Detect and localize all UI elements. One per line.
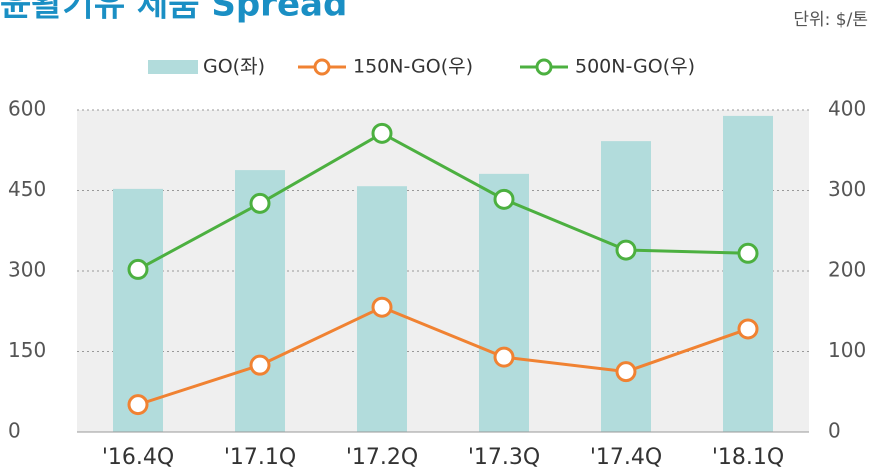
point — [615, 239, 637, 261]
chart-title: 윤활기유 제품 Spread — [0, 0, 347, 25]
y2-tick-label: 400 — [828, 97, 866, 121]
point — [493, 346, 515, 368]
point — [371, 122, 393, 144]
legend-marker — [535, 58, 553, 76]
legend-label: 500N-GO(우) — [575, 56, 695, 78]
x-tick-label: '17.4Q — [590, 445, 662, 470]
bar — [723, 115, 773, 433]
y2-tick-label: 200 — [828, 258, 866, 282]
legend-label: 150N-GO(우) — [353, 56, 473, 78]
x-tick-label: '17.2Q — [346, 445, 418, 470]
line — [137, 131, 749, 271]
legend-label: GO(좌) — [203, 56, 265, 78]
point — [249, 192, 271, 214]
x-tick-label: '17.1Q — [224, 445, 296, 470]
legend-marker — [313, 58, 331, 76]
point — [249, 354, 271, 376]
y2-tick-label: 0 — [828, 419, 841, 443]
line — [137, 305, 749, 407]
point — [493, 188, 515, 210]
y-tick-label: 0 — [8, 419, 21, 443]
point — [127, 258, 149, 280]
y2-tick-label: 100 — [828, 338, 866, 362]
point — [127, 394, 149, 416]
bar — [601, 141, 651, 433]
y-tick-label: 450 — [8, 177, 46, 201]
y-tick-label: 300 — [8, 258, 46, 282]
legend-swatch — [148, 60, 198, 74]
bar — [479, 173, 529, 432]
y-tick-label: 600 — [8, 97, 46, 121]
point — [737, 318, 759, 340]
point — [615, 361, 637, 383]
y2-tick-label: 300 — [828, 177, 866, 201]
x-tick-label: '18.1Q — [712, 445, 784, 470]
x-tick-label: '16.4Q — [102, 445, 174, 470]
unit-label: 단위: $/톤 — [793, 10, 868, 30]
y-tick-label: 150 — [8, 338, 46, 362]
point — [371, 296, 393, 318]
point — [737, 242, 759, 264]
x-tick-label: '17.3Q — [468, 445, 540, 470]
bar — [113, 188, 163, 432]
